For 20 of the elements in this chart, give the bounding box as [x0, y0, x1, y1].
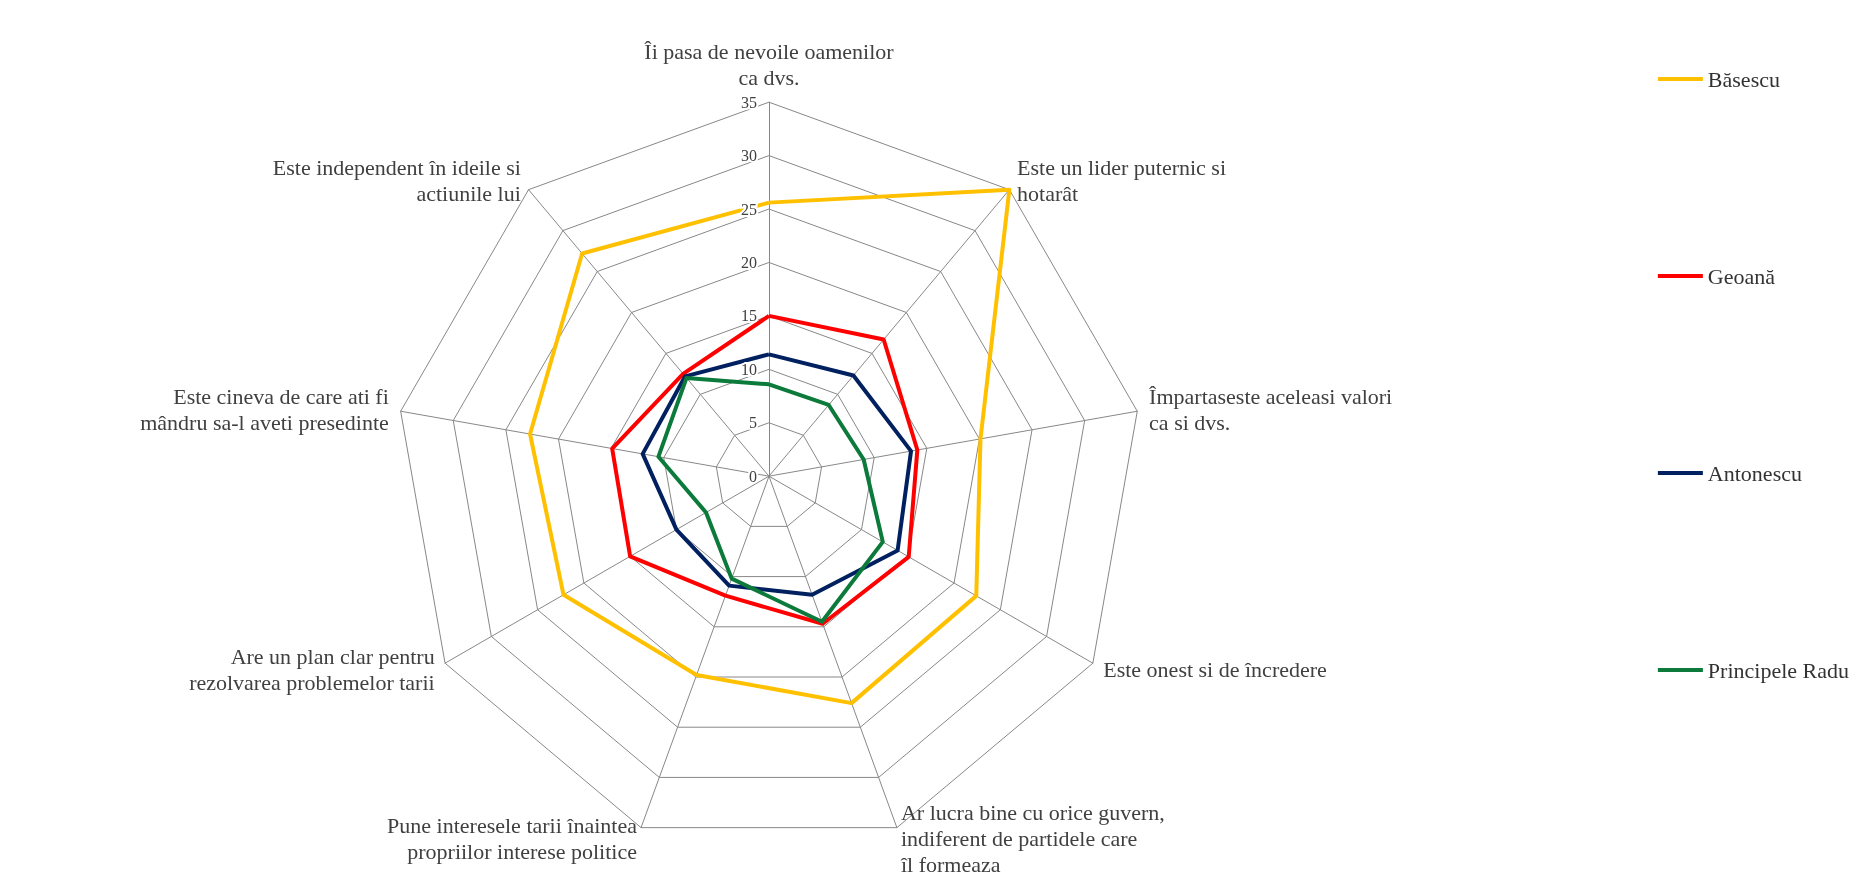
legend-label: Antonescu — [1707, 460, 1802, 486]
spoke-label: Pune interesele tarii înaintea propriilor interese politice — [387, 813, 638, 865]
legend-label: Principele Radu — [1707, 657, 1850, 683]
y-tick-label: 20 — [740, 253, 757, 271]
legend-label: Băsescu — [1707, 66, 1780, 92]
y-tick-label: 30 — [740, 147, 757, 165]
spoke-label: Este un lider puternic si hotarât — [1017, 154, 1227, 206]
spoke-label: Are un plan clar pentru rezolvarea problemelor tarii — [189, 643, 435, 695]
spoke-label: Îi pasa de nevoile oamenilor ca dvs. — [644, 38, 895, 90]
y-tick-label: 5 — [748, 414, 757, 432]
spoke-label: Este cineva de care ati fi mândru sa-l aveti presedinte — [140, 383, 389, 435]
legend-label: Geoană — [1707, 263, 1776, 289]
spoke-label: Este independent în ideile si actiunile lui — [272, 154, 521, 206]
y-tick-label: 15 — [740, 307, 757, 325]
y-tick-label: 0 — [748, 467, 757, 485]
y-tick-label: 35 — [740, 93, 757, 111]
spoke-label: Împartaseste aceleasi valori ca si dvs. — [1149, 383, 1393, 435]
y-tick-label: 10 — [740, 360, 757, 378]
spoke-label: Este onest si de încredere — [1103, 656, 1327, 682]
spoke-label: Ar lucra bine cu orice guvern, indiferent de partidele care îl formeaza — [899, 800, 1165, 878]
